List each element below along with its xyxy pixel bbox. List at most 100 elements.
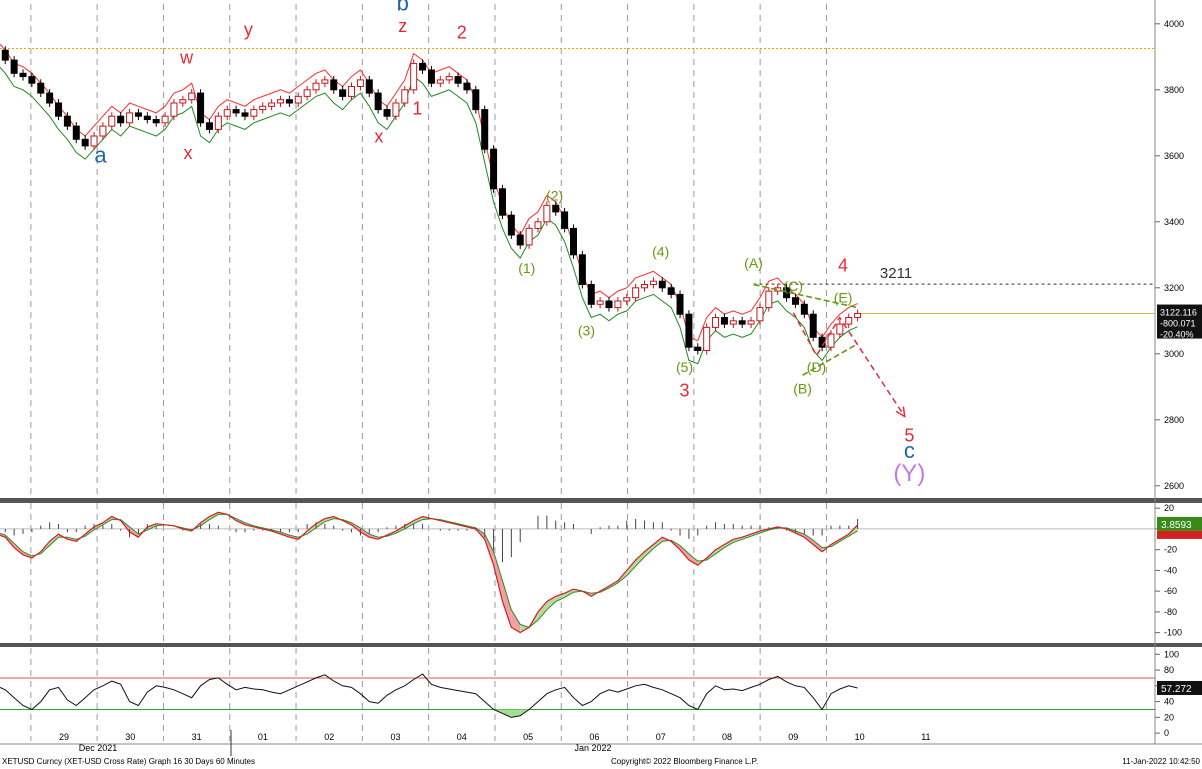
projection-line <box>792 312 906 417</box>
candle-body <box>348 86 356 97</box>
candle-body <box>294 95 302 104</box>
candle-body <box>63 115 71 127</box>
wave-label: (B) <box>793 380 812 396</box>
macd-tick-label: -20 <box>1164 545 1177 555</box>
macd-fill <box>644 544 654 557</box>
price-tag-box <box>1157 304 1202 339</box>
panel-divider <box>0 643 1202 647</box>
macd-value-tag <box>1157 516 1202 531</box>
candle-body <box>436 79 444 84</box>
macd-fill <box>724 539 734 548</box>
rsi-value-tag <box>1157 680 1202 695</box>
panel-divider <box>0 498 1202 503</box>
footer-ticker: XETUSD Curncy (XET-USD Cross Rate) Graph… <box>2 757 255 766</box>
candle-body <box>1 49 9 61</box>
macd-fill <box>369 534 379 540</box>
macd-tick-label: -80 <box>1164 607 1177 617</box>
candle-body <box>463 82 471 91</box>
candle-body <box>232 109 240 114</box>
candle-body <box>152 119 160 124</box>
macd-fill <box>49 534 59 546</box>
time-tick-label: 04 <box>457 732 467 742</box>
macd-fill <box>129 526 139 538</box>
price-axis: 2600 2800 3000 3200 3400 3600 3800 4000 <box>1155 19 1184 491</box>
wave-labels: a w x y x bz 1 2 (2) (1) (4) (3) (A) 4 3211 (C) (E) (5) 3 (… <box>94 0 925 487</box>
time-tick-label: 10 <box>855 732 865 742</box>
candle-body <box>356 79 364 88</box>
candle-body <box>827 333 835 348</box>
candle-body <box>712 317 720 328</box>
rsi-tick-label: 40 <box>1164 697 1174 707</box>
candle-body <box>516 234 524 246</box>
candle-body <box>756 307 764 322</box>
time-month-label: Jan 2022 <box>574 743 611 753</box>
price-tick-label: 2800 <box>1164 415 1184 425</box>
candle-body <box>854 313 862 319</box>
candle-body <box>330 79 338 91</box>
candle-body <box>632 287 640 299</box>
macd-fill <box>635 551 645 567</box>
candle-body <box>197 92 205 124</box>
wave-label: (D) <box>807 359 826 375</box>
rsi-tick-label: 100 <box>1164 649 1179 659</box>
candle-body <box>641 284 649 289</box>
rsi-line <box>0 673 858 718</box>
time-tick-label: 03 <box>390 732 400 742</box>
candle-body <box>374 92 382 111</box>
footer-copyright: Copyright© 2022 Bloomberg Finance L.P. <box>611 757 759 766</box>
candle-body <box>108 115 116 127</box>
candle-body <box>72 125 80 140</box>
wave-label: a <box>94 142 107 167</box>
macd-tick-label: -60 <box>1164 586 1177 596</box>
candle-body <box>223 109 231 117</box>
candle-body <box>401 89 409 104</box>
candle-body <box>596 300 604 305</box>
price-bands <box>0 43 858 365</box>
candle-body <box>46 92 54 104</box>
projection-path <box>792 312 906 418</box>
time-axis: 29 30 31 01 02 03 04 05 06 07 08 09 10 11 Dec 2021 Jan … <box>59 730 931 756</box>
macd-tick-label: -40 <box>1164 565 1177 575</box>
time-tick-label: 08 <box>722 732 732 742</box>
wave-label: (3) <box>578 323 595 339</box>
price-tags: 3122.116-800.071-20.40% <box>1157 304 1202 340</box>
price-levels <box>0 48 1155 315</box>
candle-body <box>19 72 27 78</box>
candle-body <box>259 105 267 111</box>
candle-body <box>276 99 284 104</box>
macd-fill <box>680 545 689 561</box>
rsi-oversold-fill <box>511 709 521 718</box>
wave-label: (E) <box>834 290 853 306</box>
candle-body <box>507 214 515 236</box>
candle-body <box>836 323 844 335</box>
candle-body <box>365 79 373 94</box>
macd-fill <box>564 589 574 598</box>
price-tick-label: 3200 <box>1164 283 1184 293</box>
candle-body <box>747 320 755 325</box>
candle-body <box>543 204 551 223</box>
candle-body <box>578 254 586 286</box>
candle-body <box>383 109 391 117</box>
candle-body <box>126 112 134 124</box>
price-tag-change-pct: -20.40% <box>1160 330 1194 340</box>
macd-fill <box>555 593 565 602</box>
macd-fill <box>324 516 334 522</box>
candle-body <box>445 76 453 81</box>
time-tick-label: 06 <box>589 732 599 742</box>
candle-body <box>250 109 258 117</box>
macd-tick-label: 20 <box>1164 503 1174 513</box>
candle-body <box>90 135 98 147</box>
macd-fast-line <box>0 511 859 634</box>
candle-body <box>472 89 480 111</box>
candle-body <box>667 287 675 295</box>
upper-band-line <box>0 43 858 342</box>
candle-body <box>241 112 249 117</box>
wave-label: 2 <box>457 23 467 43</box>
macd-fill <box>688 553 698 566</box>
candle-body <box>703 326 711 351</box>
wave-label: 1 <box>412 99 422 119</box>
wave-label: c <box>904 438 915 463</box>
time-tick-label: 02 <box>324 732 334 742</box>
candle-body <box>720 317 728 325</box>
candle-body <box>649 280 657 286</box>
